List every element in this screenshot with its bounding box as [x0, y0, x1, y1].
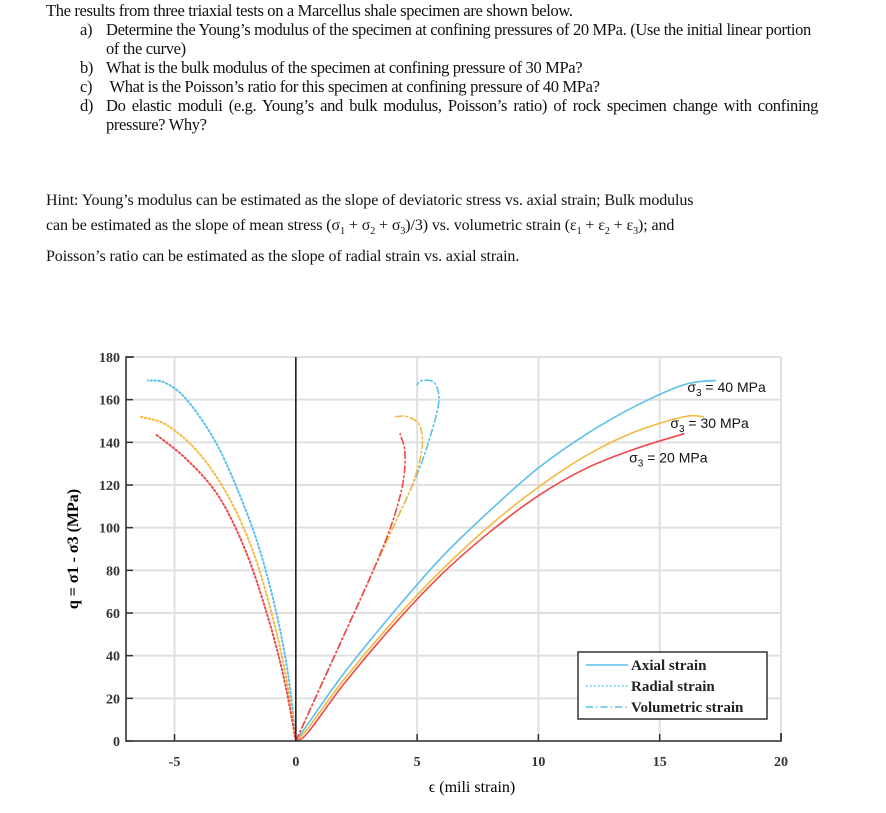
curve-dotted	[146, 379, 297, 742]
question-marker: a)	[80, 20, 93, 39]
axis-frame	[125, 356, 782, 742]
question-list: a) Determine the Young’s modulus of the …	[80, 20, 826, 134]
y-tick-label: 140	[99, 436, 120, 451]
hint-line-3: Poisson’s ratio can be estimated as the …	[46, 248, 520, 266]
hint-line-2: can be estimated as the slope of mean st…	[46, 217, 675, 238]
x-tick-label: 20	[774, 755, 788, 770]
x-tick-label: 10	[531, 755, 545, 770]
hint-paragraph: Hint: Young’s modulus can be estimated a…	[46, 188, 826, 269]
subscript: 3	[696, 388, 702, 399]
subscript: 3	[638, 458, 644, 469]
legend-label: Volumetric strain	[631, 700, 744, 716]
legend: Axial strain Radial strain Volumetric stra…	[577, 651, 768, 720]
y-tick-label: 20	[106, 692, 120, 707]
curve-dash-dot	[295, 433, 406, 742]
y-tick-label: 40	[106, 650, 120, 665]
question-marker: b)	[80, 58, 94, 77]
y-tick-label: 0	[113, 735, 120, 750]
sigma-symbol: σ	[670, 415, 679, 431]
y-tick-label: 80	[106, 564, 120, 579]
legend-box	[577, 651, 768, 720]
data-curves	[139, 379, 717, 742]
hint-line-1: Hint: Young’s modulus can be estimated a…	[46, 192, 694, 209]
question-marker: d)	[80, 96, 94, 115]
x-tick-label: -5	[169, 755, 181, 770]
curve-solid	[295, 433, 685, 742]
tick-labels: 0 20 40 60 80 100 120 140 160 180 -5 0 5 10 15 20	[99, 351, 788, 770]
sigma-symbol: σ	[629, 449, 638, 465]
pressure-value: = 20 MPa	[643, 449, 707, 465]
x-tick-label: 0	[292, 755, 299, 770]
question-text: What is the bulk modulus of the specimen…	[106, 58, 583, 77]
axes	[125, 356, 782, 742]
pressure-value: = 40 MPa	[702, 379, 766, 395]
pressure-value: = 30 MPa	[685, 415, 749, 431]
subscript: 3	[679, 424, 685, 435]
sigma-symbol: σ	[687, 379, 696, 395]
question-text: Determine the Young’s modulus of the spe…	[106, 20, 811, 58]
question-d: d) Do elastic moduli (e.g. Young’s and b…	[80, 96, 826, 134]
legend-label: Axial strain	[631, 658, 707, 674]
question-a: a) Determine the Young’s modulus of the …	[80, 20, 826, 58]
y-tick-label: 160	[99, 394, 120, 409]
y-tick-label: 180	[99, 351, 120, 366]
legend-label: Radial strain	[631, 679, 715, 695]
curve-solid	[295, 379, 717, 742]
curve-dotted	[154, 432, 297, 742]
curve-solid	[295, 414, 705, 742]
curve-dotted	[139, 415, 297, 742]
y-tick-label: 60	[106, 607, 120, 622]
y-axis-label: q = σ1 - σ3 (MPa)	[65, 489, 82, 609]
curve-dash-dot	[295, 415, 424, 742]
question-marker: c)	[80, 77, 93, 96]
question-c: c) What is the Poisson’s ratio for this …	[80, 77, 826, 96]
x-axis-label: ϵ (mili strain)	[429, 779, 515, 796]
confining-pressure-label: σ3 = 20 MPa	[629, 449, 708, 469]
y-tick-label: 120	[99, 479, 120, 494]
problem-intro: The results from three triaxial tests on…	[46, 1, 573, 20]
confining-pressure-label: σ3 = 40 MPa	[687, 379, 766, 399]
y-tick-label: 100	[99, 522, 120, 537]
question-text: Do elastic moduli (e.g. Young’s and bulk…	[106, 96, 818, 134]
x-tick-label: 15	[653, 755, 667, 770]
question-text: What is the Poisson’s ratio for this spe…	[106, 77, 600, 96]
grid-lines	[126, 356, 782, 742]
curve-dash-dot	[295, 379, 440, 742]
x-tick-label: 5	[414, 755, 421, 770]
question-b: b) What is the bulk modulus of the speci…	[80, 58, 826, 77]
confining-pressure-label: σ3 = 30 MPa	[670, 415, 749, 435]
